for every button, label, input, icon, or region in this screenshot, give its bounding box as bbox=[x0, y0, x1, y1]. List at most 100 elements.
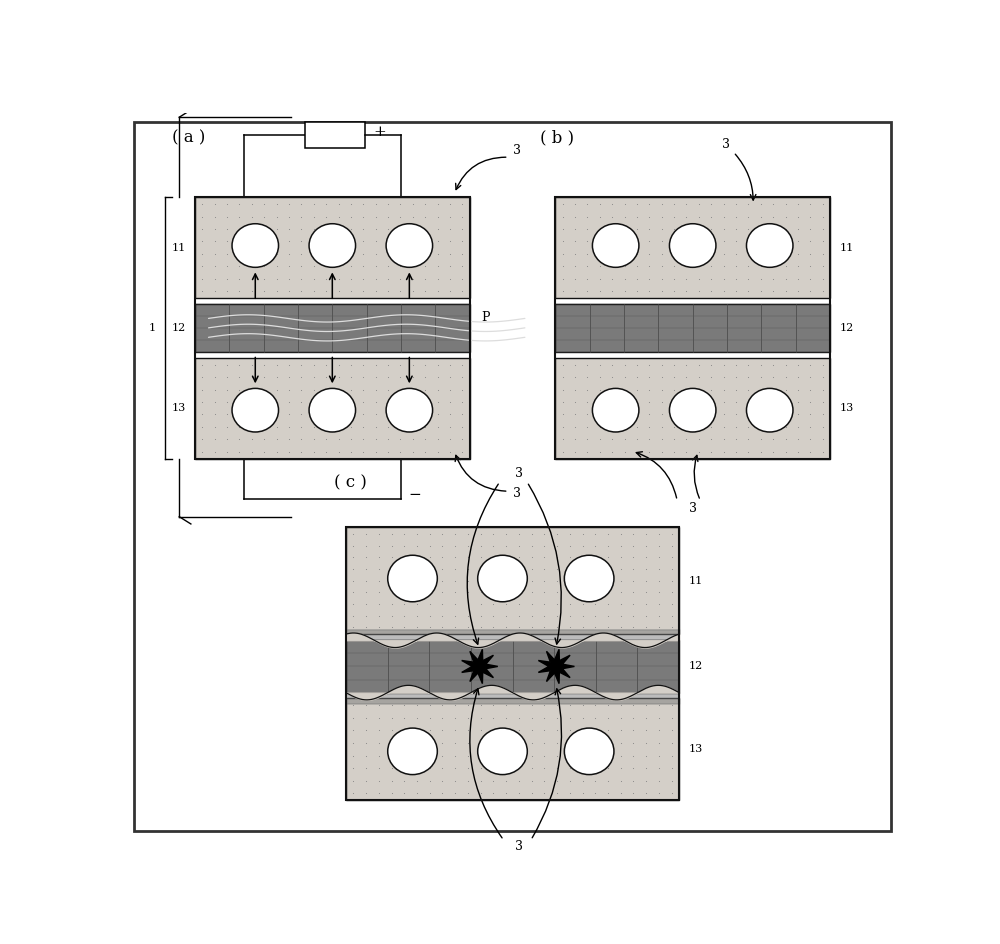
Point bbox=[417, 234, 433, 249]
Point bbox=[815, 444, 831, 459]
Point bbox=[604, 234, 620, 249]
Point bbox=[815, 234, 831, 249]
Point bbox=[511, 761, 527, 776]
Point bbox=[555, 209, 571, 224]
Point bbox=[778, 357, 794, 372]
Point bbox=[511, 723, 527, 738]
Point bbox=[600, 748, 616, 763]
Point bbox=[231, 407, 247, 422]
Point bbox=[641, 222, 657, 237]
Polygon shape bbox=[462, 649, 498, 683]
Point bbox=[343, 419, 359, 434]
Point bbox=[384, 723, 400, 738]
Point bbox=[447, 597, 463, 612]
Point bbox=[638, 562, 654, 577]
Point bbox=[454, 357, 470, 372]
Point bbox=[293, 222, 309, 237]
Point bbox=[231, 259, 247, 274]
Point bbox=[579, 395, 595, 410]
Point bbox=[207, 283, 223, 298]
Point bbox=[790, 246, 806, 261]
Point bbox=[691, 259, 707, 274]
Point bbox=[536, 585, 552, 600]
Point bbox=[641, 271, 657, 286]
Point bbox=[498, 573, 514, 588]
Point bbox=[600, 698, 616, 713]
Point bbox=[368, 196, 384, 211]
Point bbox=[802, 407, 818, 422]
Point bbox=[442, 222, 458, 237]
Point bbox=[536, 620, 552, 635]
Point bbox=[728, 222, 744, 237]
Point bbox=[524, 620, 540, 635]
Point bbox=[343, 407, 359, 422]
Point bbox=[219, 271, 235, 286]
Point bbox=[740, 271, 756, 286]
Point bbox=[790, 395, 806, 410]
Point bbox=[293, 407, 309, 422]
Point bbox=[587, 608, 603, 623]
Point bbox=[318, 271, 334, 286]
Point bbox=[498, 620, 514, 635]
Point bbox=[765, 196, 781, 211]
Point bbox=[384, 549, 400, 565]
Point bbox=[442, 283, 458, 298]
Point bbox=[194, 419, 210, 434]
Point bbox=[434, 538, 450, 553]
Point bbox=[536, 608, 552, 623]
Point bbox=[207, 357, 223, 372]
Point bbox=[666, 283, 682, 298]
Point bbox=[231, 382, 247, 397]
Point bbox=[409, 773, 425, 788]
Point bbox=[691, 419, 707, 434]
Point bbox=[380, 259, 396, 274]
Point bbox=[654, 357, 670, 372]
Point bbox=[815, 222, 831, 237]
Point bbox=[219, 419, 235, 434]
Point bbox=[703, 283, 719, 298]
Point bbox=[790, 407, 806, 422]
Point bbox=[575, 538, 591, 553]
Point bbox=[625, 562, 641, 577]
Point bbox=[417, 222, 433, 237]
Point bbox=[600, 620, 616, 635]
Point bbox=[281, 196, 297, 211]
Point bbox=[641, 444, 657, 459]
Point bbox=[473, 723, 489, 738]
Point bbox=[613, 723, 629, 738]
Point bbox=[592, 209, 608, 224]
Point bbox=[409, 785, 425, 801]
Point bbox=[654, 271, 670, 286]
Point bbox=[555, 234, 571, 249]
Point bbox=[524, 573, 540, 588]
Point bbox=[600, 773, 616, 788]
Point bbox=[604, 395, 620, 410]
Point bbox=[306, 407, 322, 422]
Point bbox=[269, 196, 285, 211]
Point bbox=[600, 585, 616, 600]
Point bbox=[592, 246, 608, 261]
Point bbox=[815, 209, 831, 224]
Point bbox=[442, 357, 458, 372]
Point bbox=[790, 370, 806, 385]
Point bbox=[430, 395, 446, 410]
Point bbox=[765, 444, 781, 459]
Point bbox=[790, 283, 806, 298]
Point bbox=[219, 283, 235, 298]
Point bbox=[256, 196, 272, 211]
Point bbox=[473, 735, 489, 750]
Point bbox=[625, 773, 641, 788]
Point bbox=[460, 562, 476, 577]
Point bbox=[244, 395, 260, 410]
Point bbox=[380, 407, 396, 422]
Point bbox=[641, 407, 657, 422]
Point bbox=[368, 407, 384, 422]
Point bbox=[454, 234, 470, 249]
Point bbox=[392, 234, 408, 249]
Point bbox=[654, 407, 670, 422]
Point bbox=[587, 538, 603, 553]
Point bbox=[753, 246, 769, 261]
Point bbox=[536, 562, 552, 577]
Point bbox=[613, 761, 629, 776]
Point bbox=[592, 444, 608, 459]
